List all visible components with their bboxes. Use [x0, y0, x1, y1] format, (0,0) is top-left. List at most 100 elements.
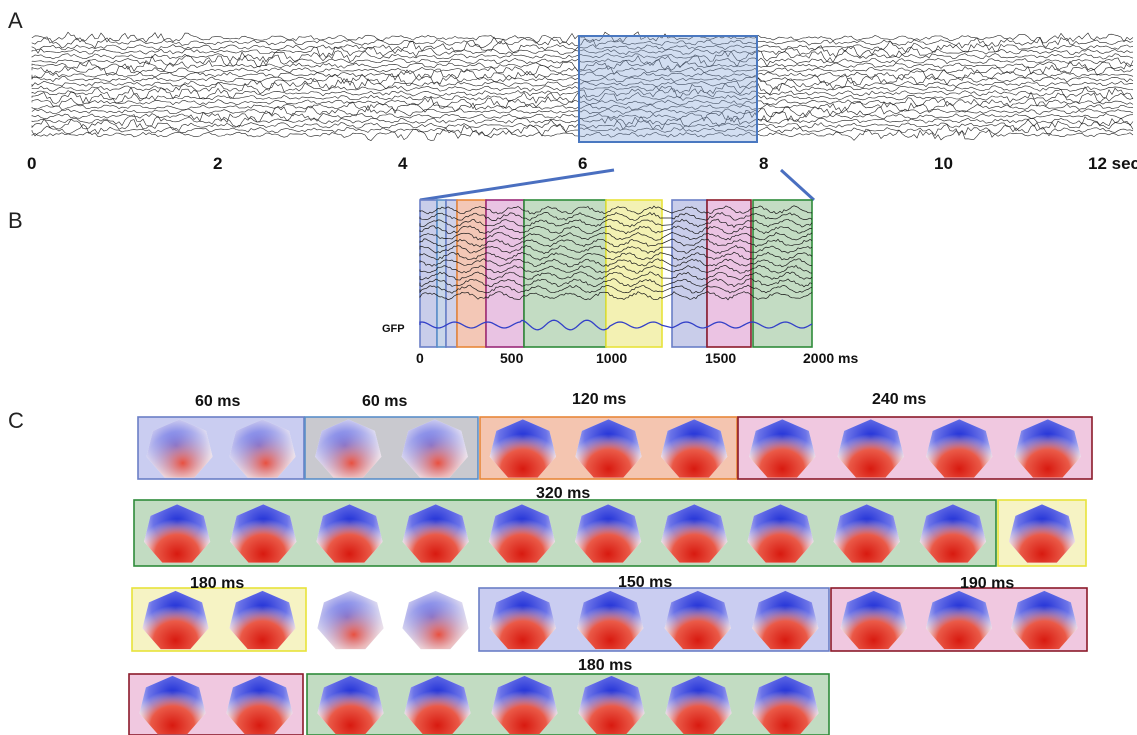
- time-tick: 8: [759, 154, 768, 173]
- topographic-map: [747, 504, 814, 563]
- topographic-map: [230, 504, 297, 563]
- topographic-map: [142, 590, 209, 650]
- topographic-map: [139, 675, 206, 735]
- eeg-trace: [419, 271, 813, 281]
- ms-tick: 1500: [705, 350, 736, 366]
- duration-label: 180 ms: [578, 657, 632, 674]
- duration-label: 60 ms: [362, 393, 407, 410]
- duration-label: 60 ms: [195, 393, 240, 410]
- duration-label: 120 ms: [572, 391, 626, 408]
- panel-label-a: A: [8, 8, 23, 33]
- eeg-trace-panel: [31, 31, 1134, 141]
- eeg-trace: [419, 284, 813, 294]
- eeg-trace: [419, 264, 813, 274]
- time-tick: 0: [27, 154, 36, 173]
- topographic-map: [229, 419, 296, 478]
- topographic-map: [144, 504, 211, 563]
- topographic-map: [925, 590, 993, 650]
- eeg-trace: [31, 96, 1134, 110]
- topographic-map: [661, 504, 728, 563]
- topographic-map: [491, 675, 558, 735]
- topographic-map: [488, 504, 555, 563]
- topographic-map: [837, 419, 904, 478]
- topographic-map: [146, 419, 213, 478]
- topographic-map: [752, 675, 819, 735]
- eeg-trace: [419, 278, 813, 288]
- panel-label-b: B: [8, 208, 23, 233]
- ms-tick: 0: [416, 350, 424, 366]
- eeg-trace: [419, 238, 813, 248]
- eeg-trace: [31, 31, 1134, 45]
- eeg-trace: [419, 218, 813, 228]
- topographic-map: [404, 675, 471, 735]
- topographic-map: [577, 590, 644, 650]
- duration-label: 320 ms: [536, 485, 590, 502]
- eeg-trace: [31, 45, 1134, 59]
- duration-label: 190 ms: [960, 575, 1014, 592]
- topographic-map: [226, 675, 293, 735]
- topographic-map: [749, 419, 816, 478]
- topographic-map: [833, 504, 900, 563]
- time-tick: 12 sec: [1088, 154, 1137, 173]
- time-tick: 6: [578, 154, 587, 173]
- topographic-map: [926, 419, 993, 478]
- eeg-trace: [419, 258, 813, 268]
- eeg-trace: [31, 49, 1134, 63]
- eeg-trace: [419, 291, 813, 301]
- topographic-map: [919, 504, 986, 563]
- selection-window: [578, 35, 758, 143]
- topographic-map: [575, 419, 642, 478]
- topographic-map: [578, 675, 645, 735]
- eeg-trace: [31, 54, 1134, 68]
- eeg-trace: [419, 244, 813, 255]
- gfp-label: GFP: [382, 323, 405, 335]
- time-tick: 2: [213, 154, 222, 173]
- microstate-segment: [752, 199, 813, 348]
- eeg-trace: [31, 128, 1134, 141]
- eeg-trace: [419, 211, 813, 221]
- topographic-map: [1011, 590, 1078, 650]
- eeg-trace: [31, 91, 1134, 104]
- topographic-map: [402, 590, 469, 650]
- eeg-trace: [31, 68, 1134, 81]
- topographic-map: [316, 504, 383, 563]
- topographic-map: [1014, 419, 1081, 478]
- eeg-trace: [31, 40, 1134, 54]
- panel-label-c: C: [8, 408, 24, 433]
- microstate-segment: [485, 199, 525, 348]
- topographic-map: [665, 675, 732, 735]
- segmented-eeg-panel: [419, 199, 813, 348]
- topographic-map: [229, 590, 296, 650]
- eeg-trace: [31, 118, 1134, 133]
- topographic-map: [1008, 504, 1076, 563]
- eeg-trace: [31, 105, 1134, 118]
- eeg-trace: [31, 81, 1134, 95]
- topographic-map: [661, 419, 728, 478]
- topographic-map: [575, 504, 642, 563]
- topographic-map: [752, 590, 819, 650]
- eeg-trace: [31, 64, 1134, 77]
- zoom-connector: [419, 168, 615, 202]
- microstate-segment: [706, 199, 752, 348]
- topographic-map: [315, 419, 382, 478]
- eeg-trace: [31, 73, 1134, 87]
- eeg-trace: [419, 251, 813, 261]
- state-group-box: [306, 673, 830, 735]
- topographic-map: [840, 590, 907, 650]
- time-tick: 10: [934, 154, 953, 173]
- duration-label: 240 ms: [872, 391, 926, 408]
- topographic-map: [664, 590, 731, 650]
- eeg-trace: [31, 36, 1134, 49]
- topographic-map: [402, 504, 469, 563]
- topographic-map: [317, 675, 384, 735]
- eeg-trace: [419, 232, 813, 241]
- eeg-trace: [31, 123, 1134, 137]
- topographic-map: [317, 590, 384, 650]
- zoom-connector: [779, 168, 816, 202]
- microstate-segment: [523, 199, 607, 348]
- eeg-trace: [31, 59, 1134, 72]
- eeg-trace: [31, 77, 1134, 90]
- eeg-trace: [31, 86, 1134, 100]
- ms-tick: 2000 ms: [803, 350, 858, 366]
- topographic-map: [401, 419, 468, 478]
